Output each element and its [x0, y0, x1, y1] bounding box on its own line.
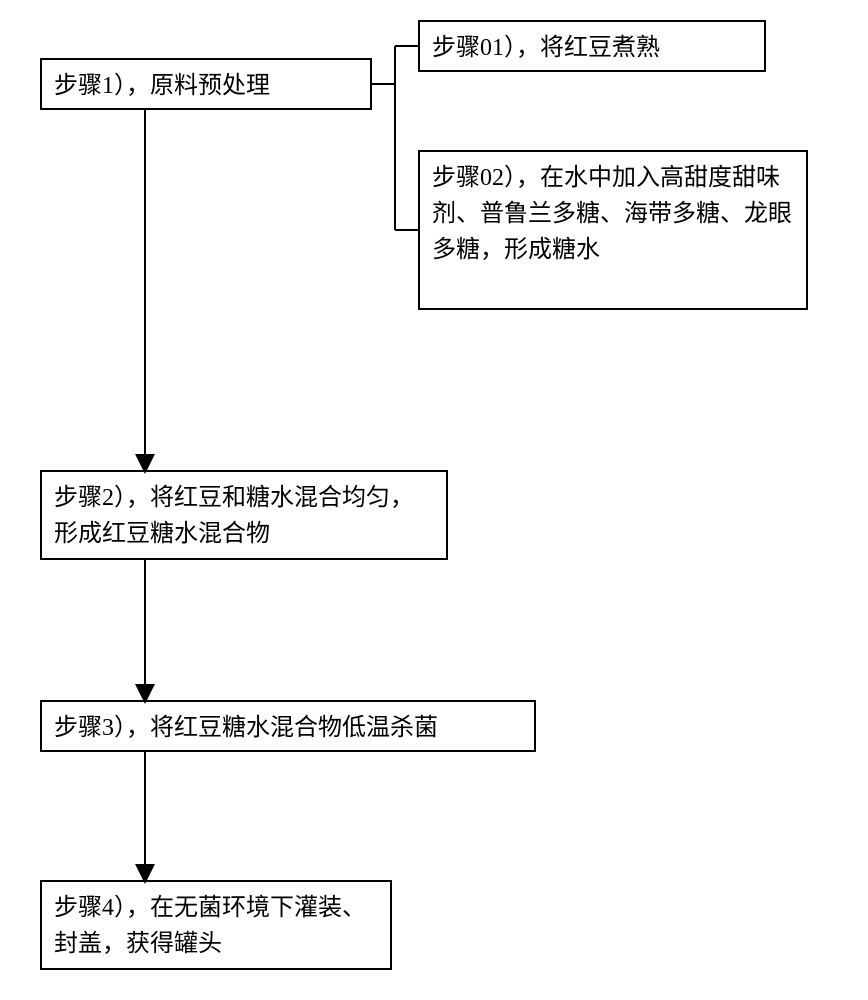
step2-box: 步骤2），将红豆和糖水混合均匀，形成红豆糖水混合物 — [40, 470, 448, 560]
step1-box: 步骤1），原料预处理 — [40, 58, 372, 110]
step01-box: 步骤01），将红豆煮熟 — [418, 20, 766, 72]
step4-box: 步骤4），在无菌环境下灌装、封盖，获得罐头 — [40, 880, 392, 970]
step02-box: 步骤02），在水中加入高甜度甜味剂、普鲁兰多糖、海带多糖、龙眼多糖，形成糖水 — [418, 150, 808, 310]
step3-box: 步骤3），将红豆糖水混合物低温杀菌 — [40, 700, 536, 752]
connector-lines — [145, 46, 418, 880]
